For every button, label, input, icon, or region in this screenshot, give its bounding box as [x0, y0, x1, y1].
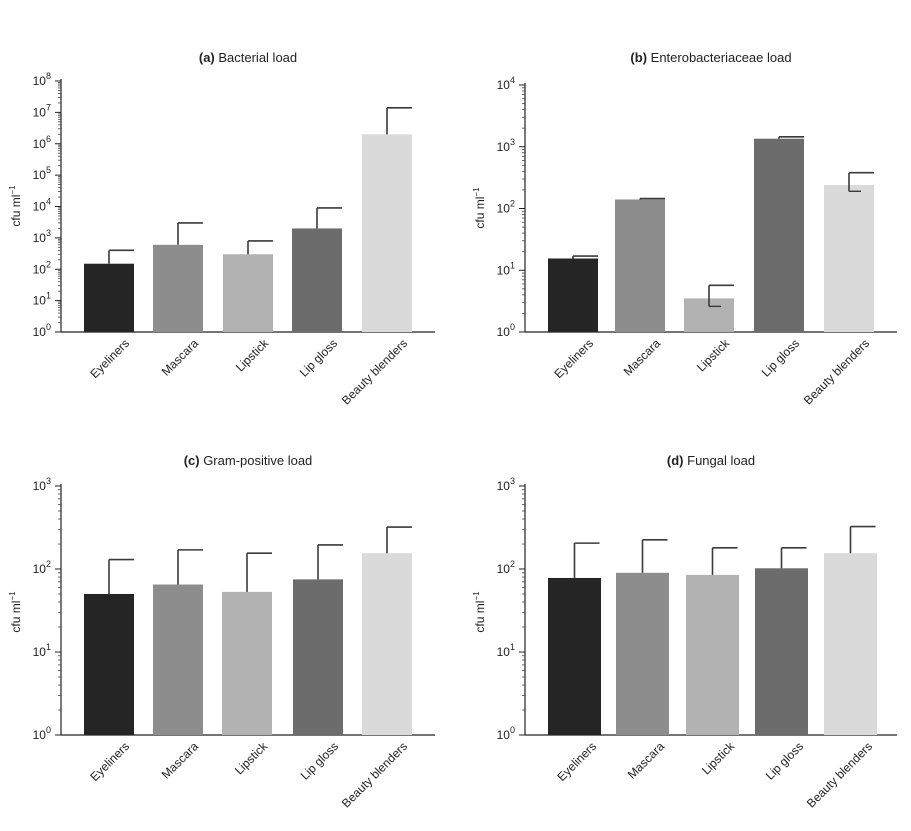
- x-tick-label: Lipstick: [694, 336, 733, 375]
- bar: [362, 134, 412, 332]
- x-tick-label: Beauty blenders: [804, 739, 875, 810]
- y-tick-label: 102: [33, 559, 51, 576]
- x-tick-label: Mascara: [159, 739, 202, 782]
- y-tick-label: 101: [33, 642, 51, 659]
- x-tick-label: Lip gloss: [759, 336, 802, 379]
- bar: [153, 584, 203, 735]
- y-tick-label: 106: [33, 134, 51, 151]
- x-tick-label: Lip gloss: [297, 336, 340, 379]
- bar: [222, 591, 272, 735]
- y-tick-label: 100: [33, 322, 51, 339]
- x-tick-label: Mascara: [159, 336, 202, 379]
- y-tick-label: 101: [497, 642, 515, 659]
- x-tick-label: Eyeliners: [87, 336, 132, 381]
- bar: [293, 579, 343, 735]
- bar: [362, 553, 412, 735]
- y-tick-label: 104: [33, 197, 51, 214]
- chart-title-letter: (a): [199, 50, 215, 65]
- y-tick-label: 103: [497, 137, 515, 154]
- x-tick-label: Lip gloss: [298, 739, 341, 782]
- x-tick-label: Lip gloss: [763, 739, 806, 782]
- y-tick-label: 101: [33, 291, 51, 308]
- bar: [616, 572, 669, 735]
- y-tick-label: 107: [33, 102, 51, 119]
- chart-title-text: Fungal load: [684, 453, 756, 468]
- y-tick-label: 103: [33, 228, 51, 245]
- y-tick-label: 108: [33, 71, 51, 88]
- x-tick-label: Mascara: [625, 739, 668, 782]
- x-tick-label: Beauty blenders: [801, 336, 872, 407]
- x-tick-label: Mascara: [621, 336, 664, 379]
- y-axis-label: cfu ml−1: [472, 187, 487, 229]
- chart-title-letter: (b): [630, 50, 647, 65]
- bar: [754, 138, 804, 332]
- chart-panel: (a) Bacterial load cfu ml−1 100 101 102 103 10…: [8, 50, 435, 407]
- y-tick-label: 101: [497, 260, 515, 277]
- y-axis-label: cfu ml−1: [8, 185, 23, 227]
- chart-title-text: Enterobacteriaceae load: [647, 50, 792, 65]
- x-tick-label: Eyeliners: [87, 739, 132, 784]
- bar: [153, 244, 203, 332]
- chart-title: (b) Enterobacteriaceae load: [630, 50, 791, 65]
- bar: [223, 254, 273, 332]
- x-tick-label: Lipstick: [699, 739, 738, 778]
- x-tick-label: Beauty blenders: [339, 336, 410, 407]
- chart-title: (c) Gram-positive load: [184, 453, 313, 468]
- chart-title-text: Gram-positive load: [200, 453, 313, 468]
- x-tick-label: Beauty blenders: [339, 739, 410, 810]
- bar: [755, 568, 808, 735]
- x-tick-label: Lipstick: [233, 336, 272, 375]
- bar: [84, 593, 134, 735]
- bar: [548, 258, 598, 332]
- y-tick-label: 100: [497, 322, 515, 339]
- y-axis-label: cfu ml−1: [8, 591, 23, 633]
- y-tick-label: 102: [497, 559, 515, 576]
- x-tick-label: Eyeliners: [554, 739, 599, 784]
- bar: [824, 553, 877, 735]
- bar: [548, 577, 601, 735]
- x-tick-label: Lipstick: [232, 739, 271, 778]
- y-axis-label: cfu ml−1: [472, 591, 487, 633]
- bar: [84, 263, 134, 332]
- x-tick-label: Eyeliners: [551, 336, 596, 381]
- bar: [615, 199, 665, 332]
- chart-title: (a) Bacterial load: [199, 50, 297, 65]
- y-tick-label: 102: [497, 199, 515, 216]
- chart-title-letter: (c): [184, 453, 200, 468]
- y-tick-label: 100: [497, 725, 515, 742]
- chart-panel: (d) Fungal load cfu ml−1 100 101 102 103 Eyeli…: [472, 453, 897, 810]
- bar: [292, 228, 342, 332]
- y-tick-label: 100: [33, 725, 51, 742]
- y-tick-label: 105: [33, 165, 51, 182]
- y-tick-label: 103: [33, 476, 51, 493]
- bar: [686, 574, 739, 735]
- y-tick-label: 103: [497, 476, 515, 493]
- bar: [824, 185, 874, 332]
- y-tick-label: 104: [497, 75, 515, 92]
- y-tick-label: 102: [33, 259, 51, 276]
- chart-panel: (c) Gram-positive load cfu ml−1 100 101 102 1…: [8, 453, 435, 810]
- chart-title-text: Bacterial load: [215, 50, 297, 65]
- chart-title: (d) Fungal load: [667, 453, 755, 468]
- chart-panel: (b) Enterobacteriaceae load cfu ml−1 100 10…: [472, 50, 897, 407]
- chart-title-letter: (d): [667, 453, 684, 468]
